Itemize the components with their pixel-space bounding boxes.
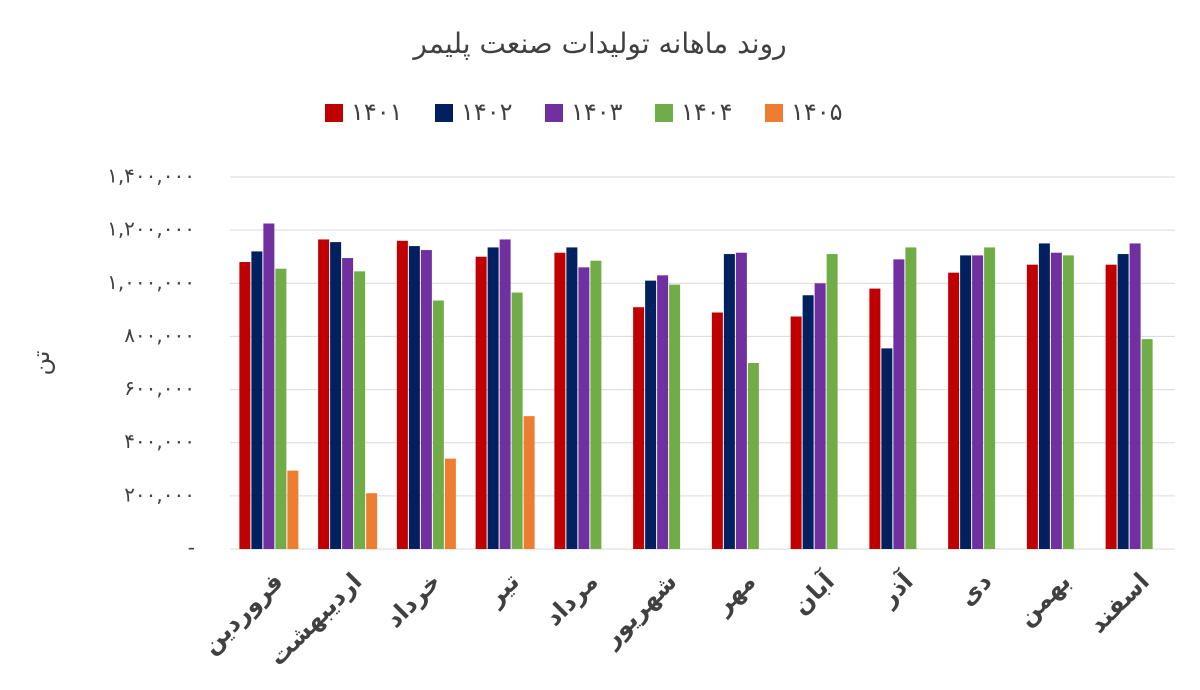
bar [826, 254, 838, 550]
bar [287, 470, 299, 549]
bar [735, 252, 747, 549]
bar [318, 239, 330, 549]
bar [1117, 254, 1129, 550]
bar [354, 271, 366, 549]
y-axis-label: تن [27, 351, 55, 376]
y-tick-label: ۸۰۰,۰۰۰ [124, 323, 195, 347]
x-tick-label: تیر [480, 567, 524, 611]
bar [554, 252, 566, 549]
bar [657, 275, 669, 549]
bar [499, 239, 511, 549]
bar [444, 458, 456, 549]
legend-label: ۱۴۰۴ [681, 98, 733, 126]
bar [432, 300, 444, 549]
bar [1026, 264, 1038, 549]
bar [251, 251, 263, 549]
x-tick-label: دی [953, 567, 997, 611]
bar [633, 307, 645, 549]
legend-label: ۱۴۰۵ [791, 98, 843, 126]
bar [814, 283, 826, 549]
x-tick-label: بهمن [1012, 567, 1076, 631]
y-tick-label: ۱,۴۰۰,۰۰۰ [107, 164, 195, 188]
bar [905, 247, 917, 549]
x-tick-label: آذر [873, 566, 919, 612]
bar [802, 295, 814, 549]
bar [960, 255, 972, 549]
bar [420, 250, 432, 550]
bar [275, 268, 287, 549]
y-tick-label: ۱,۰۰۰,۰۰۰ [107, 270, 195, 294]
bar [645, 280, 657, 549]
bar [566, 247, 578, 549]
legend-swatch [435, 104, 453, 122]
bar [948, 272, 960, 549]
bar [669, 284, 681, 549]
bar [984, 247, 996, 549]
bar [893, 259, 905, 549]
x-tick-label: خرداد [380, 567, 446, 633]
bar [1129, 243, 1141, 549]
x-tick-label: شهریور [597, 567, 683, 653]
bar [972, 255, 984, 549]
bar [239, 262, 251, 549]
bar [330, 242, 342, 549]
legend-label: ۱۴۰۱ [351, 98, 403, 126]
bar [523, 416, 535, 549]
bar [881, 348, 893, 549]
x-tick-label: مرداد [539, 567, 603, 631]
chart-title: روند ماهانه تولیدات صنعت پلیمر [411, 27, 786, 60]
bar [408, 246, 420, 550]
bar [342, 258, 354, 549]
y-tick-label: ۲۰۰,۰۰۰ [124, 482, 195, 506]
bar [1141, 339, 1153, 549]
bar [1105, 264, 1117, 549]
x-tick-label: مهر [708, 567, 761, 620]
x-tick-label: اسفند [1084, 567, 1155, 638]
bar [590, 260, 602, 549]
bar [790, 316, 802, 549]
legend-swatch [655, 104, 673, 122]
y-tick-label: ۴۰۰,۰۰۰ [124, 429, 195, 453]
bar [511, 292, 523, 549]
legend-label: ۱۴۰۳ [571, 98, 623, 126]
y-tick-label: - [188, 536, 195, 560]
bar [475, 256, 487, 549]
bar [396, 240, 408, 549]
legend-swatch [545, 104, 563, 122]
y-tick-label: ۶۰۰,۰۰۰ [124, 376, 195, 400]
bar [1038, 243, 1050, 549]
bar [1062, 255, 1074, 549]
bar [487, 247, 499, 549]
legend-label: ۱۴۰۲ [461, 98, 513, 126]
bar [747, 363, 759, 549]
bar [869, 288, 881, 549]
legend-swatch [325, 104, 343, 122]
bar [366, 493, 378, 549]
y-tick-label: ۱,۲۰۰,۰۰۰ [107, 217, 195, 241]
bar [711, 312, 723, 549]
bar [723, 254, 735, 550]
legend-swatch [765, 104, 783, 122]
bar [1050, 252, 1062, 549]
bar [263, 223, 275, 549]
x-tick-label: آبان [786, 566, 840, 620]
bar [578, 267, 590, 549]
